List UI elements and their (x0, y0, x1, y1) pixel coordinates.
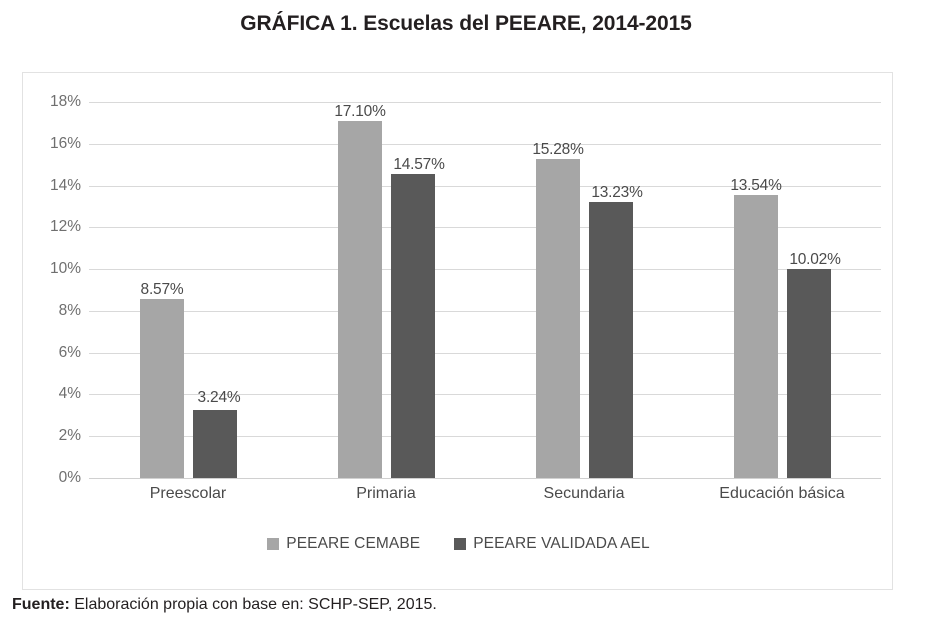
bar-label-educacion-basica-validada: 10.02% (789, 250, 841, 268)
gridline-12 (89, 227, 881, 229)
bar-label-secundaria-cemabe: 15.28% (532, 140, 584, 158)
page-title: GRÁFICA 1. Escuelas del PEEARE, 2014-201… (0, 12, 932, 36)
legend-label-validada: PEEARE VALIDADA AEL (473, 535, 650, 552)
x-axis-label-preescolar: Preescolar (149, 485, 227, 502)
bar-label-primaria-validada: 14.57% (393, 155, 445, 173)
gridline-16 (89, 143, 881, 145)
y-axis-tick-18: 18% (49, 93, 81, 110)
bar-primaria-validada[interactable] (391, 173, 435, 478)
x-axis: Preescolar Primaria Secundaria Educación… (89, 485, 881, 515)
plot-area: 8.57% 3.24% 17.10% 14.57% 15.28% 13.23% … (89, 102, 881, 479)
legend-item-peeare-cemabe[interactable]: PEEARE CEMABE (267, 535, 420, 553)
bar-preescolar-validada[interactable] (193, 410, 237, 478)
legend-label-cemabe: PEEARE CEMABE (286, 535, 421, 552)
legend-swatch-icon-cemabe (267, 538, 280, 550)
legend-item-peeare-validada-ael[interactable]: PEEARE VALIDADA AEL (454, 535, 650, 553)
gridline-6 (89, 352, 881, 354)
chart-legend: PEEARE CEMABE PEEARE VALIDADA AEL (23, 535, 894, 553)
bar-secundaria-validada[interactable] (589, 201, 633, 478)
y-axis: 0% 2% 4% 6% 8% 10% 12% 14% 16% 18% (23, 93, 81, 486)
bar-educacion-basica-cemabe[interactable] (734, 195, 778, 478)
gridline-18 (89, 102, 881, 103)
y-axis-tick-6: 6% (58, 343, 81, 361)
y-axis-tick-2: 2% (58, 427, 81, 445)
y-axis-tick-8: 8% (58, 301, 81, 319)
bar-educacion-basica-validada[interactable] (787, 268, 831, 478)
y-axis-tick-12: 12% (49, 218, 81, 236)
bar-label-primaria-cemabe: 17.10% (334, 102, 386, 120)
page-title-rest: Escuelas del PEEARE, 2014-2015 (357, 12, 692, 35)
y-axis-tick-16: 16% (49, 134, 81, 152)
bar-preescolar-cemabe[interactable] (140, 299, 184, 478)
bar-label-preescolar-validada: 3.24% (197, 389, 241, 407)
source-note: Fuente: Elaboración propia con base en: … (12, 596, 437, 614)
source-note-label: Fuente: (12, 596, 70, 613)
y-axis-tick-4: 4% (58, 385, 81, 403)
x-axis-label-educacion-basica: Educación básica (719, 485, 845, 502)
gridline-4 (89, 394, 881, 396)
chart-container: 0% 2% 4% 6% 8% 10% 12% 14% 16% 18% 8.57%… (22, 72, 893, 590)
y-axis-tick-0: 0% (58, 469, 81, 486)
legend-swatch-icon-validada (454, 538, 467, 550)
gridline-0 (89, 478, 881, 479)
bar-secundaria-cemabe[interactable] (536, 158, 580, 478)
gridline-10 (89, 269, 881, 271)
bar-primaria-cemabe[interactable] (338, 120, 382, 478)
x-axis-label-secundaria: Secundaria (543, 485, 625, 502)
bar-label-secundaria-validada: 13.23% (591, 183, 643, 201)
gridline-14 (89, 185, 881, 187)
page-title-lead: GRÁFICA 1. (240, 12, 358, 35)
source-note-text: Elaboración propia con base en: SCHP-SEP… (69, 596, 437, 613)
x-axis-label-primaria: Primaria (356, 485, 416, 502)
gridline-8 (89, 310, 881, 312)
gridline-2 (89, 436, 881, 438)
bar-label-educacion-basica-cemabe: 13.54% (730, 177, 782, 195)
y-axis-tick-14: 14% (49, 176, 81, 194)
y-axis-tick-10: 10% (49, 260, 81, 278)
bar-label-preescolar-cemabe: 8.57% (140, 281, 184, 298)
